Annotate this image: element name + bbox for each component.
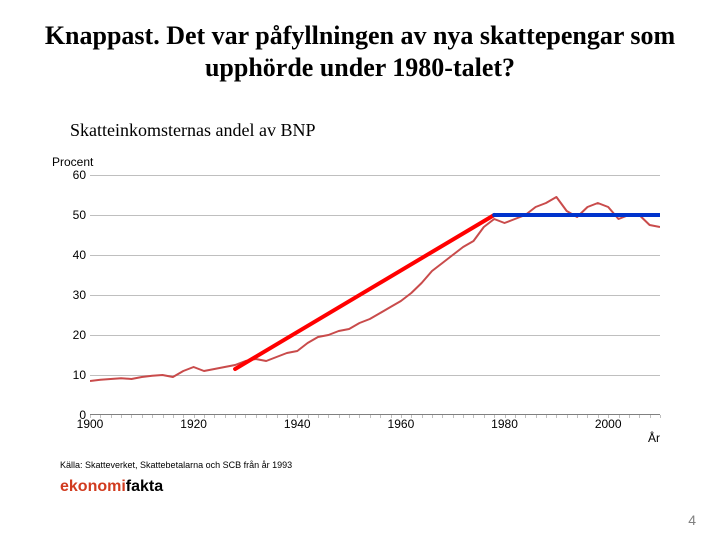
y-tick-label: 50 bbox=[60, 208, 86, 222]
y-tick-label: 20 bbox=[60, 328, 86, 342]
slide: Knappast. Det var påfyllningen av nya sk… bbox=[0, 0, 720, 540]
x-axis-minor-ticks bbox=[90, 415, 660, 418]
overlay-trend-rising bbox=[235, 215, 494, 369]
slide-title: Knappast. Det var påfyllningen av nya sk… bbox=[40, 20, 680, 84]
x-tick-label: 2000 bbox=[595, 417, 622, 431]
x-tick-label: 1980 bbox=[491, 417, 518, 431]
chart-subtitle: Skatteinkomsternas andel av BNP bbox=[70, 120, 315, 141]
y-tick-label: 40 bbox=[60, 248, 86, 262]
logo: ekonomifakta bbox=[60, 478, 163, 496]
y-tick-label: 60 bbox=[60, 168, 86, 182]
series-tax-share bbox=[90, 197, 660, 381]
page-number: 4 bbox=[688, 512, 696, 528]
x-tick-label: 1920 bbox=[180, 417, 207, 431]
chart-area: 0102030405060 190019201940196019802000 Å… bbox=[60, 175, 660, 435]
logo-part-2: fakta bbox=[126, 478, 163, 495]
source-text: Källa: Skatteverket, Skattebetalarna och… bbox=[60, 460, 292, 470]
x-tick-label: 1940 bbox=[284, 417, 311, 431]
x-axis-label: År bbox=[648, 431, 660, 445]
plot-area bbox=[90, 175, 660, 415]
y-tick-label: 30 bbox=[60, 288, 86, 302]
y-tick-label: 10 bbox=[60, 368, 86, 382]
logo-part-1: ekonomi bbox=[60, 478, 126, 495]
y-axis-label: Procent bbox=[52, 155, 93, 169]
x-tick-label: 1900 bbox=[77, 417, 104, 431]
chart-lines bbox=[90, 175, 660, 415]
x-tick-label: 1960 bbox=[388, 417, 415, 431]
